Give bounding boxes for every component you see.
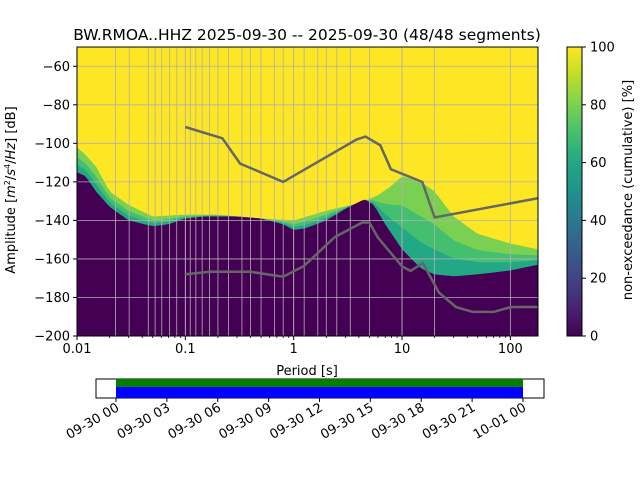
y-tick-label: −60 (43, 60, 70, 75)
y-tick-label: −160 (34, 252, 70, 267)
y-axis-label: Amplitude [m2/s4/Hz] [dB] (3, 106, 19, 273)
psd-coverage-bar (116, 387, 523, 398)
x-tick-label: 10 (394, 342, 411, 357)
psd-zero-region (77, 172, 538, 336)
x-axis-ticks: 0.01 0.1 1 10 100 (63, 336, 523, 357)
timeline-tick-label: 09-30 12 (267, 400, 325, 442)
timeline-tick-label: 09-30 00 (64, 400, 122, 442)
y-tick-label: −120 (34, 175, 70, 190)
timeline-tick-label: 09-30 06 (166, 400, 224, 442)
colorbar-ticks: 0 20 40 60 80 100 (582, 41, 615, 345)
chart-title: BW.RMOA..HHZ 2025-09-30 -- 2025-09-30 (4… (73, 26, 541, 44)
timeline-tick-label: 09-30 09 (217, 400, 275, 442)
nhnm-curve (184, 125, 538, 219)
x-tick-label: 100 (498, 342, 523, 357)
timeline-tick-label: 10-01 00 (471, 400, 529, 442)
plot-frame (76, 46, 539, 337)
timeline-tick-label: 09-30 03 (115, 400, 173, 442)
y-tick-label: −80 (43, 98, 70, 113)
x-tick-label: 1 (290, 342, 298, 357)
x-axis-label: Period [s] (276, 364, 338, 379)
timeline-tick-label: 09-30 15 (318, 400, 376, 442)
timeline-tick-label: 09-30 21 (420, 400, 478, 442)
plot-area: 0.01 0.1 1 10 100 −60 −80 −100 −120 −140 −160 −180… (3, 46, 539, 379)
data-coverage-bar (116, 379, 523, 387)
nlnm-curve (185, 221, 538, 314)
colorbar-tick-label: 80 (590, 98, 607, 113)
colorbar-tick-label: 40 (590, 214, 607, 229)
colorbar-tick-label: 20 (590, 272, 607, 287)
y-axis-ticks: −60 −80 −100 −120 −140 −160 −180 −200 (34, 60, 77, 345)
grid-lines (77, 47, 538, 336)
timeline-tick-label: 09-30 18 (369, 400, 427, 442)
x-tick-label: 0.1 (175, 342, 196, 357)
colorbar-tick-label: 100 (590, 41, 615, 56)
colorbar-label: non-exceedance (cumulative) [%] (621, 80, 636, 300)
y-tick-label: −100 (34, 137, 70, 152)
colorbar-gradient (566, 46, 583, 337)
y-tick-label: −180 (34, 291, 70, 306)
colorbar-tick-label: 0 (590, 330, 598, 345)
y-tick-label: −200 (34, 330, 70, 345)
x-tick-label: 0.01 (63, 342, 92, 357)
y-tick-label: −140 (34, 214, 70, 229)
colorbar-tick-label: 60 (590, 156, 607, 171)
colorbar: 0 20 40 60 80 100 non-exceedance (cumulative)… (566, 41, 636, 345)
